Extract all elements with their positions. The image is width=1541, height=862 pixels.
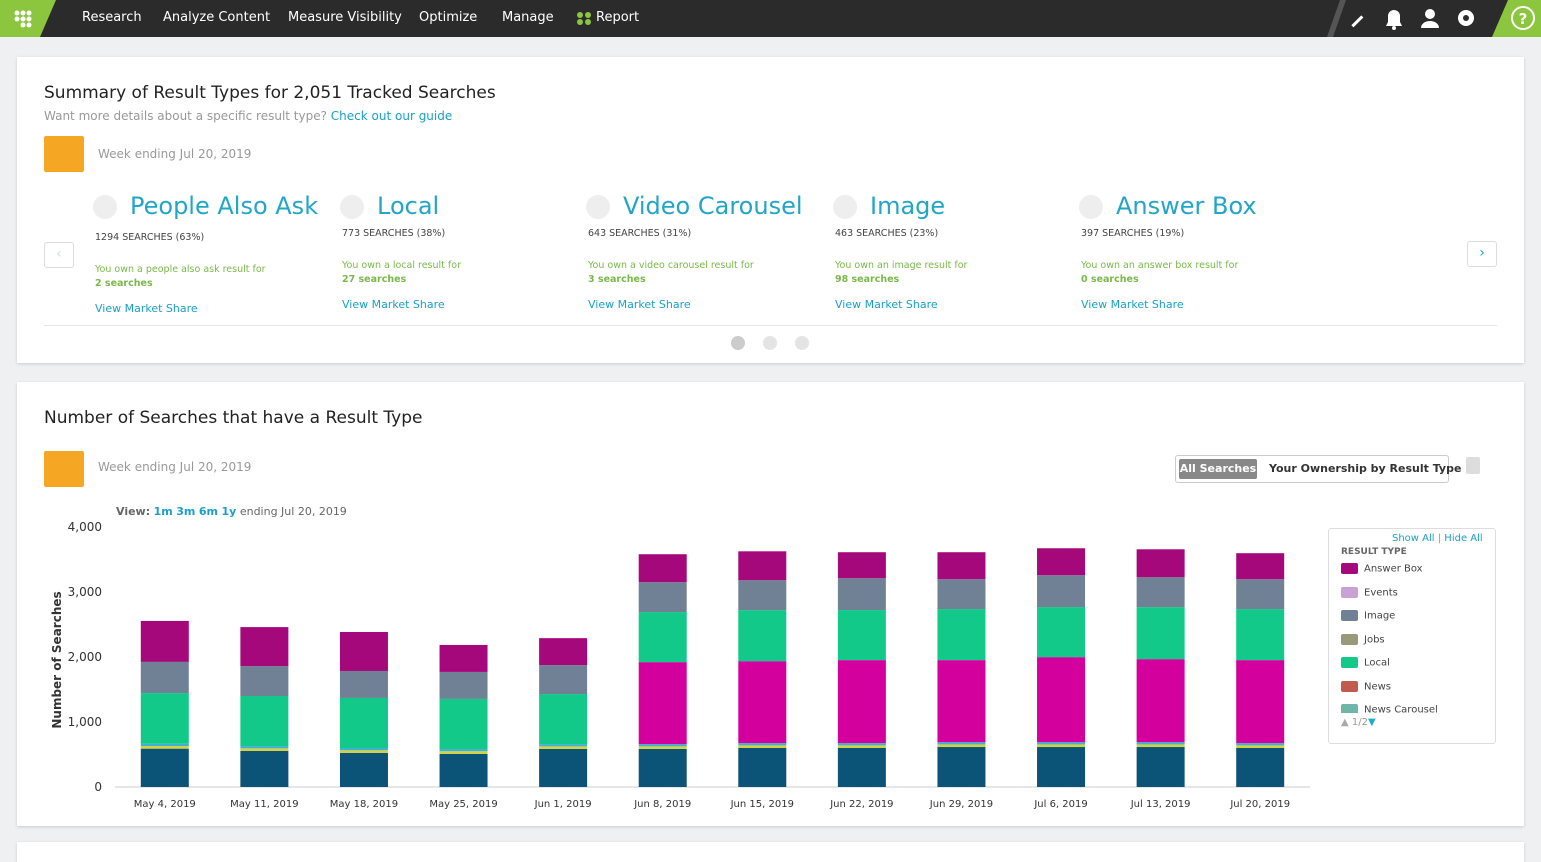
legend-label: News Carousel [1364, 704, 1438, 714]
legend: Show All | Hide All RESULT TYPE Answer B… [1328, 528, 1496, 744]
range[interactable]: 6m [198, 505, 218, 518]
searches-week: Week ending Jul 20, 2019 [98, 460, 252, 474]
legend-swatch [1341, 680, 1358, 692]
item-count: 1294 SEARCHES (63%) [95, 232, 205, 243]
result-icon [44, 451, 84, 487]
view-label: View: [116, 505, 151, 518]
show-all[interactable]: Show All [1392, 533, 1435, 544]
item-count: 463 SEARCHES (23%) [835, 228, 939, 239]
summary-title: Summary of Result Types for 2,051 Tracke… [44, 83, 496, 103]
own-text: You own a local result for [342, 260, 461, 271]
market-share-link[interactable]: View Market Share [835, 298, 938, 311]
item-count: 643 SEARCHES (31%) [588, 228, 692, 239]
own-text: You own a people also ask result for [95, 264, 266, 275]
legend-item[interactable]: Jobs [1341, 633, 1385, 645]
legend-label: News [1364, 681, 1392, 692]
legend-swatch [1341, 657, 1358, 668]
legend-item[interactable]: News Carousel [1341, 704, 1438, 713]
item-icon [586, 195, 610, 219]
own-count: 2 searches [95, 278, 153, 289]
legend-label: Image [1364, 610, 1396, 622]
guide-link[interactable]: Check out our guide [330, 109, 453, 123]
searches-card [17, 382, 1524, 826]
own-text: You own an answer box result for [1081, 260, 1239, 271]
item-icon [1079, 195, 1103, 219]
item-icon [93, 195, 117, 219]
item-title[interactable]: People Also Ask [130, 192, 319, 220]
legend-item[interactable]: Answer Box [1341, 563, 1423, 575]
item-title[interactable]: Image [870, 192, 946, 220]
nav-item[interactable]: Manage [502, 10, 554, 25]
item-title[interactable]: Video Carousel [623, 192, 803, 220]
svg-text:?: ? [1519, 10, 1528, 28]
legend-swatch [1341, 586, 1358, 598]
legend-swatch [1341, 633, 1358, 645]
prev-arrow[interactable]: ‹ [44, 242, 74, 268]
legend-item[interactable]: Events [1341, 586, 1398, 598]
item-count: 773 SEARCHES (38%) [342, 228, 446, 239]
toggle-option[interactable]: All Searches [1179, 459, 1257, 479]
legend-label: Jobs [1364, 634, 1385, 645]
hide-all[interactable]: Hide All [1444, 533, 1483, 544]
toggle: All Searches Your Ownership by Result Ty… [1175, 455, 1461, 483]
own-count: 98 searches [835, 274, 900, 285]
item-title[interactable]: Answer Box [1116, 192, 1257, 220]
summary-subtitle: Want more details about a specific resul… [44, 109, 327, 123]
next-card [17, 842, 1524, 862]
market-share-link[interactable]: View Market Share [342, 298, 445, 311]
legend-label: Local [1364, 657, 1390, 669]
own-text: You own a video carousel result for [588, 260, 754, 271]
nav-item[interactable]: Report [596, 10, 640, 25]
nav-bar: ? Research Analyze Content Measure Visib… [0, 0, 1541, 37]
divider [44, 325, 1497, 326]
item-icon [340, 195, 364, 219]
searches-title: Number of Searches that have a Result Ty… [44, 408, 423, 428]
legend-title: RESULT TYPE [1341, 547, 1407, 557]
pager-dots [731, 336, 809, 350]
own-count: 27 searches [342, 274, 407, 285]
nav-decor: ? [0, 0, 1541, 37]
result-icon [44, 136, 84, 172]
own-count: 0 searches [1081, 274, 1139, 285]
nav-item[interactable]: Optimize [419, 10, 478, 25]
own-count: 3 searches [588, 274, 646, 285]
download-icon[interactable] [1466, 457, 1480, 474]
item-count: 397 SEARCHES (19%) [1081, 228, 1185, 239]
legend-list: Answer Box Events Image Jobs Local News News C… [1329, 559, 1495, 713]
legend-item[interactable]: Local [1341, 657, 1390, 669]
range-ending: ending Jul 20, 2019 [239, 505, 347, 518]
legend-label: Answer Box [1364, 563, 1423, 575]
legend-label: Events [1364, 587, 1398, 598]
range[interactable]: 1m [153, 505, 173, 518]
item-title[interactable]: Local [377, 192, 440, 220]
market-share-link[interactable]: View Market Share [95, 302, 198, 315]
range[interactable]: 1y [221, 505, 237, 518]
range[interactable]: 3m [176, 505, 196, 518]
legend-swatch [1341, 563, 1358, 574]
legend-swatch [1341, 610, 1358, 621]
market-share-link[interactable]: View Market Share [1081, 298, 1184, 311]
nav-item[interactable]: Research [82, 10, 142, 25]
own-text: You own an image result for [835, 260, 968, 271]
nav-item[interactable]: Measure Visibility [288, 10, 402, 25]
legend-swatch [1341, 704, 1358, 713]
legend-item[interactable]: News [1341, 680, 1392, 692]
market-share-link[interactable]: View Market Share [588, 298, 691, 311]
legend-pager: 1/2 [1351, 717, 1368, 728]
nav-item[interactable]: Analyze Content [163, 10, 271, 25]
summary-card [17, 57, 1524, 363]
toggle-option[interactable]: Your Ownership by Result Type [1269, 462, 1462, 475]
summary-week: Week ending Jul 20, 2019 [98, 147, 252, 161]
next-arrow[interactable]: › [1467, 241, 1497, 267]
item-icon [833, 195, 857, 219]
legend-item[interactable]: Image [1341, 610, 1395, 622]
